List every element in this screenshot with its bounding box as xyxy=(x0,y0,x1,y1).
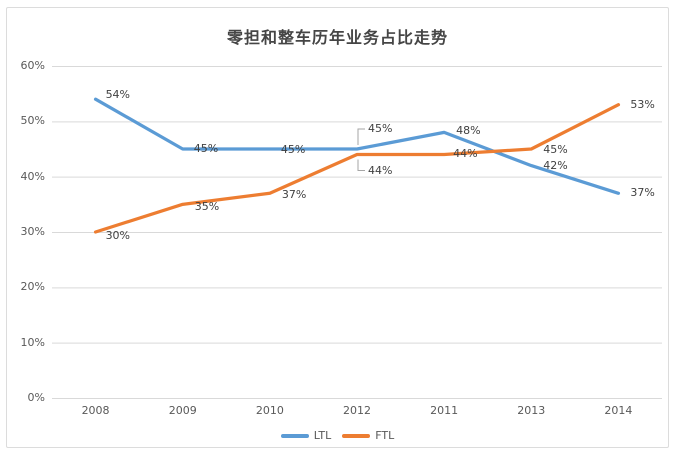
data-label-ftl: 30% xyxy=(105,229,131,242)
legend-item-ftl: FTL xyxy=(342,430,394,442)
data-label-ltl: 45% xyxy=(368,122,393,135)
x-tick-label: 2014 xyxy=(604,404,633,417)
y-tick-label: 10% xyxy=(20,335,45,349)
data-label-ltl: 37% xyxy=(630,186,655,200)
data-label-ltl: 54% xyxy=(105,88,131,102)
y-tick-label: 0% xyxy=(27,391,45,404)
x-tick-label: 2009 xyxy=(168,404,197,417)
x-tick-label: 2013 xyxy=(517,404,546,417)
data-label-ltl: 48% xyxy=(456,124,481,138)
chart-title: 零担和整车历年业务占比走势 xyxy=(226,28,448,47)
legend-swatch-ltl xyxy=(280,434,309,438)
label-callout-line xyxy=(357,128,365,145)
y-tick-label: 60% xyxy=(20,59,45,72)
y-tick-label: 50% xyxy=(20,114,45,128)
data-label-ltl: 42% xyxy=(543,158,568,172)
data-label-ftl: 44% xyxy=(453,146,478,160)
y-tick-label: 40% xyxy=(20,169,45,183)
y-tick-label: 30% xyxy=(20,225,45,238)
legend-label-ltl: LTL xyxy=(313,429,332,442)
x-tick-label: 2011 xyxy=(430,404,459,417)
series-line-ltl xyxy=(93,97,621,195)
chart-card: 零担和整车历年业务占比走势 0% 10% 20% 30% 40% 50% 60% 2008 2… xyxy=(6,7,669,448)
y-tick-label: 20% xyxy=(20,280,45,294)
legend: LTL FTL xyxy=(7,430,668,442)
data-label-ftl: 35% xyxy=(194,200,220,214)
label-callout-line xyxy=(357,159,365,172)
x-tick-label: 2008 xyxy=(81,404,110,417)
x-tick-label: 2010 xyxy=(255,404,284,417)
data-label-ftl: 44% xyxy=(368,163,393,177)
legend-label-ftl: FTL xyxy=(375,429,395,442)
series-line-ftl xyxy=(93,103,621,234)
x-tick-label: 2012 xyxy=(343,404,371,417)
data-label-ftl: 45% xyxy=(543,143,568,156)
data-label-ftl: 53% xyxy=(630,97,655,111)
data-label-ltl: 45% xyxy=(280,143,306,156)
legend-swatch-ftl xyxy=(342,434,371,438)
data-label-ftl: 37% xyxy=(281,188,307,202)
data-label-ltl: 45% xyxy=(193,142,219,155)
legend-item-ltl: LTL xyxy=(280,429,332,442)
